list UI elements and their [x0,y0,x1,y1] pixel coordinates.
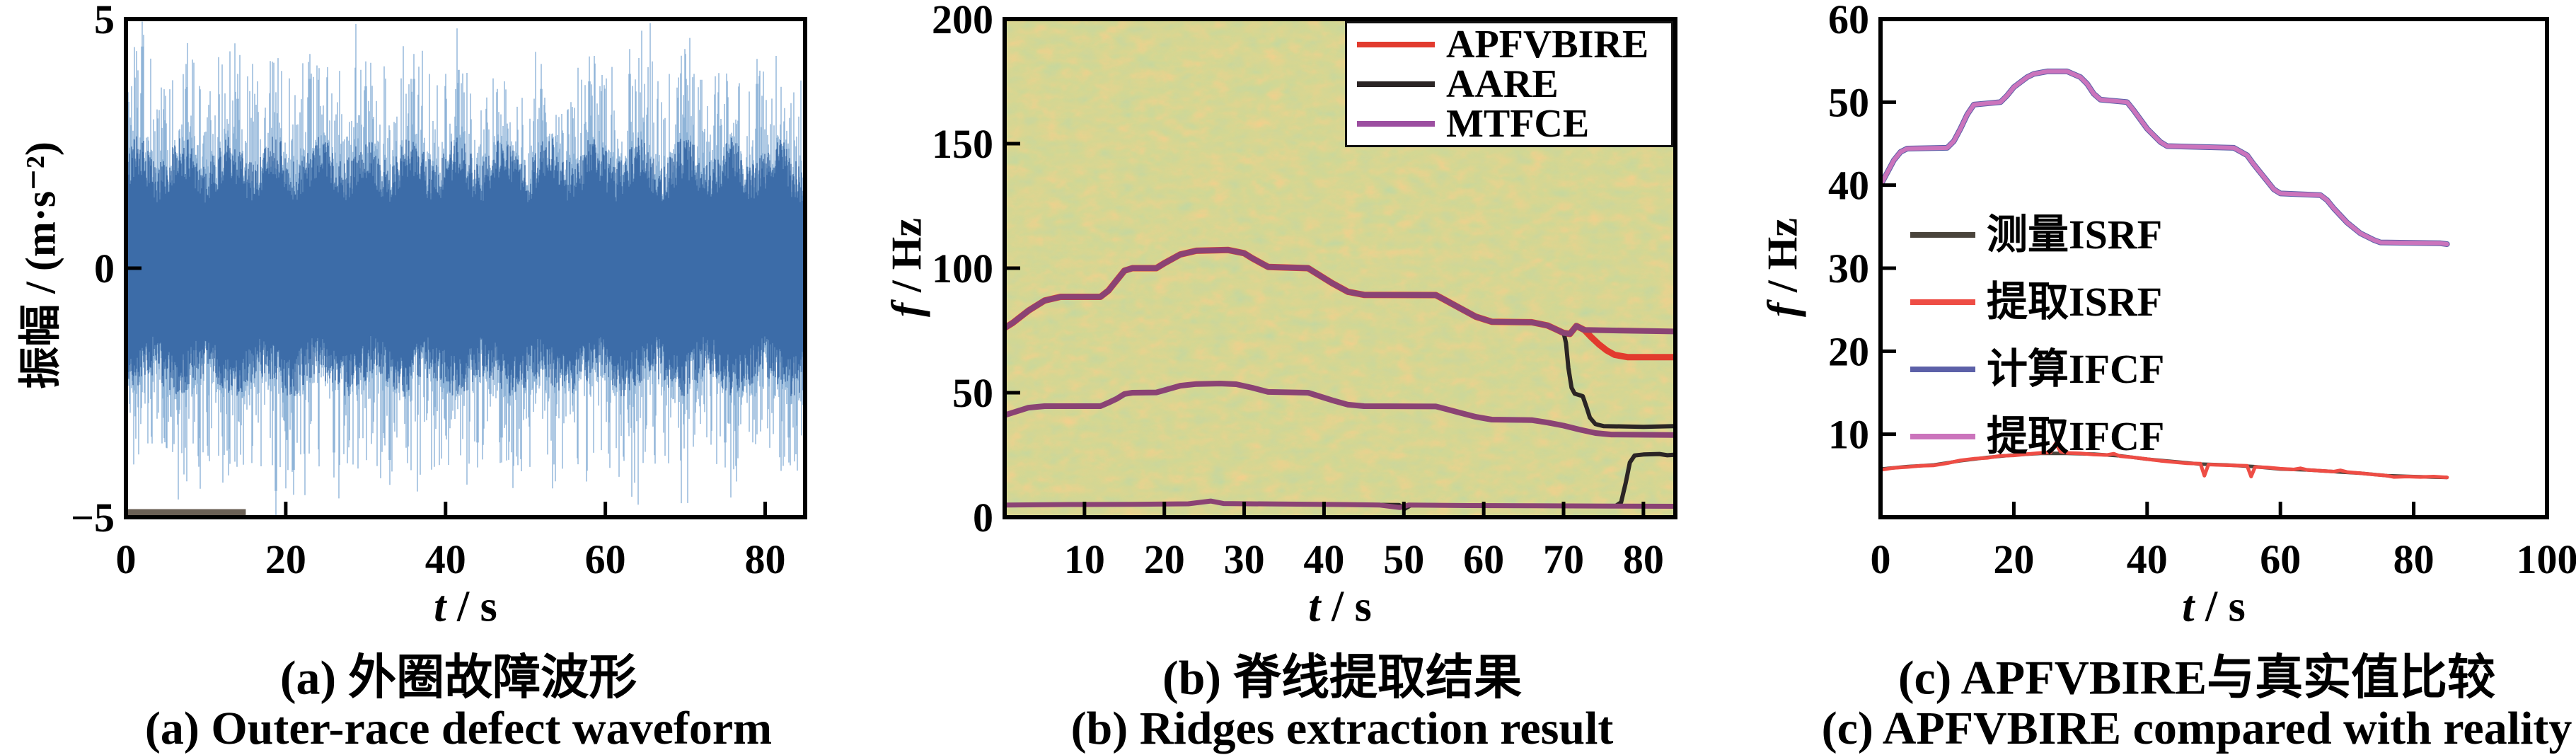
x-axis-var-b: t [1308,582,1321,631]
y-axis-unit-b: / Hz [883,218,930,303]
x-axis-var-c: t [2182,582,2195,631]
legend-label: 提取IFCF [1987,413,2165,459]
extracted-isrf-line-swatch [1910,299,1975,305]
svg-text:80: 80 [1623,536,1664,582]
x-axis-label-c: t / s [2182,582,2246,633]
y-axis-label-b: f / Hz [883,218,932,317]
apfvbire-line-swatch [1357,42,1435,47]
svg-text:30: 30 [1828,246,1869,292]
svg-text:30: 30 [1224,536,1265,582]
legend-label: APFVBIRE [1446,23,1649,67]
svg-text:−5: −5 [71,495,115,541]
svg-text:50: 50 [952,370,993,416]
x-axis-label-b: t / s [1308,582,1372,633]
y-axis-var-b: f [883,303,930,317]
legend-label: 测量ISRF [1987,211,2163,258]
y-axis-label-c: f / Hz [1759,218,1808,317]
svg-text:60: 60 [1828,0,1869,42]
svg-text:50: 50 [1383,536,1424,582]
svg-text:0: 0 [973,495,993,541]
caption-en-a: (a) Outer-race defect waveform [144,703,773,754]
svg-text:20: 20 [265,536,306,582]
svg-text:40: 40 [1303,536,1344,582]
legend-item-extracted-isrf: 提取ISRF [1910,268,2164,335]
svg-text:100: 100 [932,246,993,292]
svg-text:40: 40 [425,536,466,582]
legend-item-apfvbire: APFVBIRE [1357,25,1671,64]
x-axis-unit-a: / s [446,582,497,631]
caption-en-b: (b) Ridges extraction result [1070,703,1614,754]
extracted-ifcf-line-swatch [1910,433,1975,439]
svg-text:5: 5 [94,0,115,42]
legend-panel-b: APFVBIRE AARE MTFCE [1345,21,1673,147]
legend-label: 计算IFCF [1987,345,2165,392]
svg-text:60: 60 [2260,536,2301,582]
svg-text:40: 40 [1828,163,1869,209]
legend-label: 提取ISRF [1987,278,2163,325]
svg-text:80: 80 [745,536,786,582]
measured-isrf-line-swatch [1910,231,1975,238]
svg-text:150: 150 [932,121,993,167]
y-axis-label-a: 振幅 / (m·s⁻²) [17,142,64,389]
svg-text:70: 70 [1543,536,1584,582]
caption-zh-b: (b) 脊线提取结果 [1162,650,1523,705]
x-axis-unit-c: / s [2194,582,2246,631]
svg-text:60: 60 [585,536,626,582]
x-axis-label-a: t / s [434,582,497,633]
aare-line-swatch [1357,81,1435,87]
x-axis-unit-b: / s [1320,582,1372,631]
legend-item-extracted-ifcf: 提取IFCF [1910,403,2164,470]
legend-panel-c: 测量ISRF 提取ISRF 计算IFCF 提取IFCF [1910,201,2164,470]
svg-text:0: 0 [94,246,115,292]
svg-text:20: 20 [1828,328,1869,374]
mtfce-line-swatch [1357,121,1435,127]
legend-label: AARE [1446,62,1559,106]
svg-text:100: 100 [2517,536,2576,582]
caption-en-c: (c) APFVBIRE compared with reality [1821,703,2572,754]
caption-zh-a: (a) 外圈故障波形 [279,650,637,705]
svg-text:10: 10 [1828,412,1869,458]
y-axis-var-c: f [1759,303,1806,317]
svg-text:10: 10 [1064,536,1105,582]
svg-text:200: 200 [932,0,993,42]
x-axis-var-a: t [434,582,446,631]
legend-item-calculated-ifcf: 计算IFCF [1910,335,2164,403]
svg-text:40: 40 [2127,536,2168,582]
svg-text:0: 0 [1871,536,1891,582]
legend-item-aare: AARE [1357,64,1671,104]
legend-item-measured-isrf: 测量ISRF [1910,201,2164,268]
svg-text:20: 20 [1144,536,1185,582]
legend-label: MTFCE [1446,102,1590,146]
y-axis-unit-c: / Hz [1759,218,1806,303]
svg-text:60: 60 [1463,536,1504,582]
svg-text:20: 20 [1993,536,2034,582]
legend-item-mtfce: MTFCE [1357,104,1671,144]
calculated-ifcf-line-swatch [1910,366,1975,372]
svg-text:50: 50 [1828,79,1869,125]
caption-zh-c: (c) APFVBIRE与真实值比较 [1898,650,2496,705]
svg-text:0: 0 [116,536,137,582]
svg-text:80: 80 [2393,536,2435,582]
